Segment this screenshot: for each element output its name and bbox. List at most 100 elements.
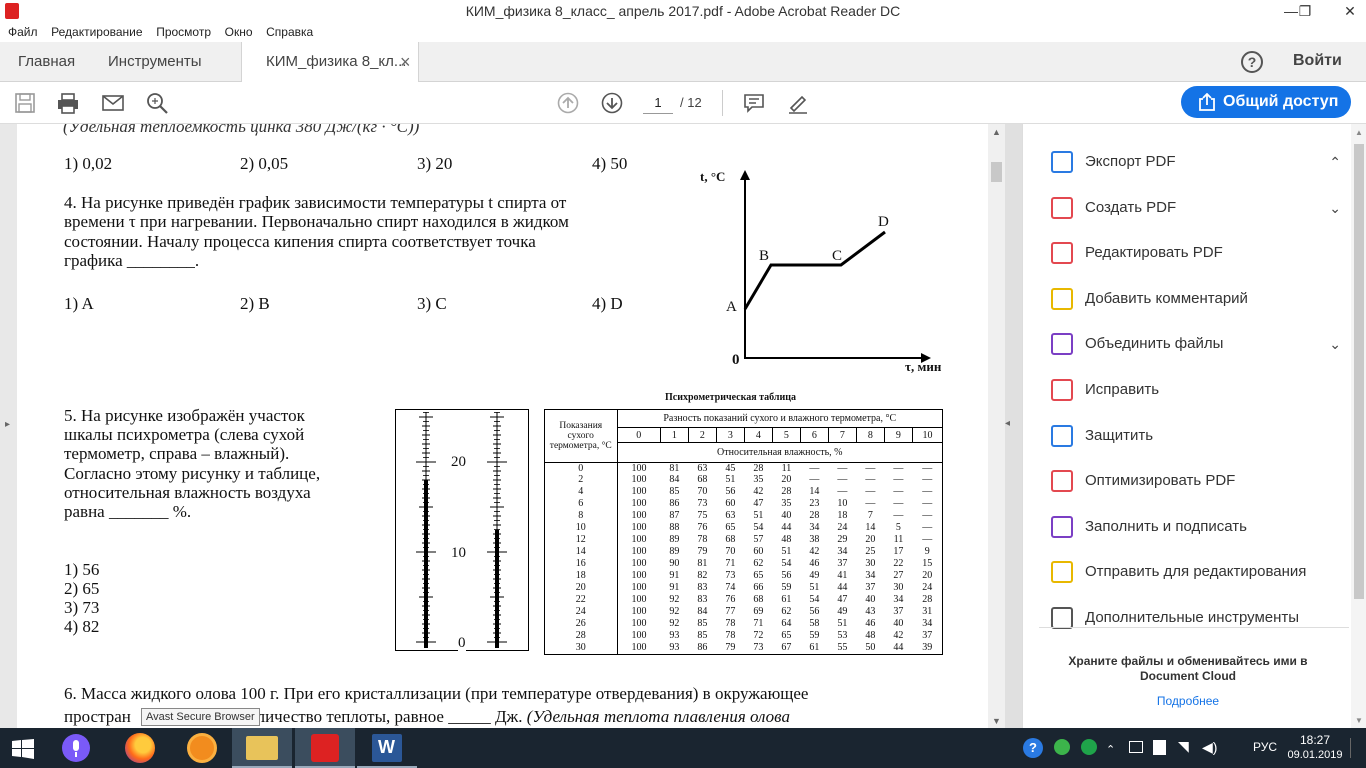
minimize-button[interactable]: — xyxy=(1284,3,1298,19)
save-icon[interactable] xyxy=(14,92,36,114)
acrobat-taskbar-item[interactable] xyxy=(295,728,355,768)
table-cell: 100 xyxy=(631,617,647,629)
menu-window[interactable]: Окно xyxy=(224,25,253,39)
show-hidden-icons[interactable]: ⌃ xyxy=(1106,744,1116,756)
q6-text-line-2: простран я количество теплоты, равное ___… xyxy=(64,707,790,727)
page-down-icon[interactable] xyxy=(601,92,623,114)
table-cell: — xyxy=(893,510,904,522)
menu-edit[interactable]: Редактирование xyxy=(51,25,143,39)
tab-tools[interactable]: Инструменты xyxy=(108,53,202,70)
table-row: 24 100 92 84 77 69 62 56 49 43 37 31 xyxy=(545,605,942,618)
table-cell: 28 xyxy=(922,593,933,605)
table-cell: 42 xyxy=(809,546,820,558)
tool-item[interactable]: Защитить xyxy=(1051,421,1341,451)
language-indicator[interactable]: РУС xyxy=(1253,740,1278,754)
point-b-label: B xyxy=(759,248,770,264)
chevron-down-icon[interactable]: ⌄ xyxy=(1329,336,1341,353)
chevron-down-icon[interactable]: ⌄ xyxy=(1329,199,1341,216)
clock-date[interactable]: 09.01.2019 xyxy=(1287,749,1343,761)
windows-start-icon[interactable] xyxy=(12,739,34,759)
chevron-up-icon[interactable]: ⌃ xyxy=(1329,154,1341,170)
table-cell: 58 xyxy=(809,617,820,629)
menu-file[interactable]: Файл xyxy=(8,25,38,39)
volume-icon[interactable]: ◀) xyxy=(1202,739,1218,755)
cortana-mic-icon[interactable] xyxy=(62,734,90,762)
table-cell: — xyxy=(922,510,933,522)
tool-item[interactable]: Исправить xyxy=(1051,375,1341,405)
more-link[interactable]: Подробнее xyxy=(1156,694,1220,708)
table-cell: 71 xyxy=(753,617,764,629)
search-icon[interactable] xyxy=(146,92,168,114)
document-scrollbar[interactable]: ▲ ▼ xyxy=(988,124,1005,731)
tab-close-icon[interactable]: × xyxy=(400,52,411,72)
table-cell: 100 xyxy=(631,558,647,570)
table-cell: 92 xyxy=(669,617,680,629)
menu-view[interactable]: Просмотр xyxy=(156,25,211,39)
comment-icon[interactable] xyxy=(743,92,765,114)
q4-answer-1: 1) A xyxy=(64,294,94,313)
close-button[interactable]: ✕ xyxy=(1344,3,1356,19)
q4-answer-4: 4) D xyxy=(592,294,623,313)
share-button[interactable]: Общий доступ xyxy=(1181,86,1351,118)
pane-scroll-thumb[interactable] xyxy=(1354,144,1364,599)
tool-label: Заполнить и подписать xyxy=(1085,517,1247,535)
tool-item[interactable]: Оптимизировать PDF xyxy=(1051,466,1341,496)
table-cell: 34 xyxy=(809,522,820,534)
table-row: 12 100 89 78 68 57 48 38 29 20 11 — xyxy=(545,534,942,547)
pane-scroll-up-icon[interactable]: ▲ xyxy=(1355,128,1363,137)
table-cell: 83 xyxy=(697,593,708,605)
word-taskbar-item[interactable]: W xyxy=(357,728,417,768)
avast-browser-icon[interactable] xyxy=(187,733,217,763)
tool-item[interactable]: Редактировать PDF xyxy=(1051,238,1341,268)
tool-item[interactable]: Добавить комментарий xyxy=(1051,284,1341,314)
email-icon[interactable] xyxy=(102,92,124,114)
tool-icon xyxy=(1051,151,1073,173)
tool-icon xyxy=(1051,379,1073,401)
pane-scrollbar[interactable]: ▲ ▼ xyxy=(1351,124,1366,731)
table-cell: 100 xyxy=(631,486,647,498)
tab-home[interactable]: Главная xyxy=(18,53,76,70)
table-cell: 27 xyxy=(893,569,904,581)
tool-item[interactable]: Дополнительные инструменты xyxy=(1051,603,1341,633)
table-cell: 92 xyxy=(669,593,680,605)
menu-help[interactable]: Справка xyxy=(266,25,314,39)
firefox-icon[interactable] xyxy=(125,733,155,763)
acrobat-icon xyxy=(311,734,339,762)
collapse-pane-icon[interactable]: ◂ xyxy=(1005,418,1011,429)
table-col1-header: Показания сухого термометра, °С xyxy=(545,410,618,463)
expand-left-icon[interactable]: ▸ xyxy=(5,419,11,430)
highlight-pen-icon[interactable] xyxy=(787,92,809,114)
tool-item[interactable]: Объединить файлы ⌄ xyxy=(1051,329,1341,359)
explorer-taskbar-item[interactable] xyxy=(232,728,292,768)
table-cell: 62 xyxy=(781,605,792,617)
pane-scroll-down-icon[interactable]: ▼ xyxy=(1355,716,1363,725)
signin-button[interactable]: Войти xyxy=(1293,52,1342,69)
table-cell: 51 xyxy=(753,510,764,522)
tray-app-icon[interactable] xyxy=(1054,739,1070,755)
network-icon[interactable]: ◥ xyxy=(1178,738,1189,754)
table-cell: 10 xyxy=(837,498,848,510)
tool-item[interactable]: Заполнить и подписать xyxy=(1051,512,1341,542)
tool-item[interactable]: Экспорт PDF ⌃ xyxy=(1051,147,1341,177)
help-icon[interactable]: ? xyxy=(1241,51,1263,73)
table-cell: 38 xyxy=(809,534,820,546)
battery-icon[interactable] xyxy=(1153,740,1166,755)
page-number-input[interactable]: 1 xyxy=(643,92,673,114)
table-cell: 56 xyxy=(725,486,736,498)
table-cell: 91 xyxy=(669,581,680,593)
print-icon[interactable] xyxy=(57,92,79,114)
scroll-down-icon[interactable]: ▼ xyxy=(992,716,1001,726)
notifications-icon[interactable] xyxy=(1350,738,1360,758)
tab-bar: Главная Инструменты КИМ_физика 8_кл... ×… xyxy=(0,42,1366,83)
restore-button[interactable]: ❐ xyxy=(1298,3,1312,19)
desktop-icon[interactable] xyxy=(1129,741,1143,753)
torrent-icon[interactable] xyxy=(1081,739,1097,755)
help-tray-icon[interactable]: ? xyxy=(1023,738,1043,758)
scroll-up-icon[interactable]: ▲ xyxy=(992,127,1001,137)
page-up-icon[interactable] xyxy=(557,92,579,114)
tab-document[interactable]: КИМ_физика 8_кл... × xyxy=(241,42,419,83)
tool-item[interactable]: Отправить для редактирования xyxy=(1051,557,1341,587)
scrollbar-thumb[interactable] xyxy=(991,162,1002,182)
tool-item[interactable]: Создать PDF ⌄ xyxy=(1051,193,1341,223)
clock-time[interactable]: 18:27 xyxy=(1299,733,1331,747)
